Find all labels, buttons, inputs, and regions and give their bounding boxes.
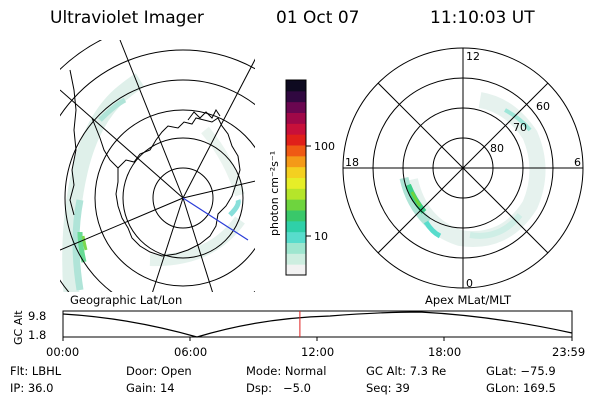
polar-mlat-label-70: 70 [513,121,527,134]
polar-mlt-label-6: 6 [574,156,581,169]
colorbar-tick-label-100: 100 [314,140,335,153]
footer-glat: GLat: −75.9 [486,364,556,378]
timeline-x-ticks [62,337,573,341]
geo-coastline [115,117,241,257]
geo-latitude-circles [60,40,255,292]
footer-mode: Mode: Normal [246,364,327,378]
geographic-map-label: Geographic Lat/Lon [70,293,182,307]
timeline-xtick-0000: 00:00 [46,345,80,359]
colorbar-tick-label-10: 10 [314,230,328,243]
geo-coastline-peninsula [91,117,119,169]
polar-mlt-label-0: 0 [466,277,473,290]
colorbar: 100 10 photon cm⁻²s⁻¹ [268,79,335,276]
colorbar-frame [285,79,307,276]
colorbar-cell [286,210,306,222]
footer-ip: IP: 36.0 [10,381,54,395]
geographic-map [60,40,255,292]
footer-glon: GLon: 169.5 [486,381,556,395]
polar-aurora [399,92,546,247]
colorbar-cell [286,101,306,113]
colorbar-cell [286,177,306,189]
timeline-altitude-curve [62,311,573,338]
footer-gain: Gain: 14 [126,381,175,395]
footer-gc-alt: GC Alt: 7.3 Re [366,364,447,378]
colorbar-cell [286,90,306,103]
colorbar-cell [286,123,306,135]
polar-mlt-lines [343,48,583,288]
polar-map: 12 18 6 0 60 70 80 [342,47,584,290]
polar-mlt-label-12: 12 [466,50,480,63]
polar-mlat-label-60: 60 [536,100,550,113]
colorbar-cell [286,145,306,157]
geo-coastline-south-america [69,69,77,216]
colorbar-cell [286,264,306,276]
timeline-xtick-1200: 12:00 [301,345,335,359]
geo-coastline-islands [187,109,221,121]
colorbar-cell [286,134,306,146]
colorbar-cell [286,220,306,233]
colorbar-label: photon cm⁻²s⁻¹ [268,151,281,236]
footer-door: Door: Open [126,364,192,378]
timeline-ytick-min: 1.8 [28,328,47,342]
colorbar-cell [286,80,306,92]
footer-filter: Flt: LBHL [10,364,62,378]
timeline-xtick-0600: 06:00 [174,345,208,359]
geo-noon-line [182,197,249,241]
instrument-title: Ultraviolet Imager [50,8,204,28]
timeline: GC Alt [12,310,573,345]
colorbar-cells [286,80,306,276]
polar-map-label: Apex MLat/MLT [425,293,512,307]
colorbar-cell [286,166,306,178]
colorbar-cell [286,199,306,211]
timeline-ytick-max: 9.8 [28,309,47,323]
colorbar-cell [286,188,306,200]
colorbar-cell [286,155,306,168]
observation-date: 01 Oct 07 [276,8,360,28]
timeline-xtick-1800: 18:00 [428,345,462,359]
timeline-ylabel: GC Alt [12,310,25,345]
observation-time: 11:10:03 UT [430,8,535,28]
geo-meridians [60,40,255,292]
colorbar-cell [286,112,306,124]
polar-mlt-label-18: 18 [345,156,359,169]
colorbar-cell [286,242,306,254]
footer-dsp: Dsp: −5.0 [246,381,311,395]
polar-mlat-label-80: 80 [490,142,504,155]
timeline-xtick-2359: 23:59 [552,345,586,359]
geo-aurora [62,73,245,292]
footer-seq: Seq: 39 [366,381,410,395]
timeline-frame [62,310,573,338]
colorbar-cell [286,253,306,265]
colorbar-cell [286,231,306,243]
